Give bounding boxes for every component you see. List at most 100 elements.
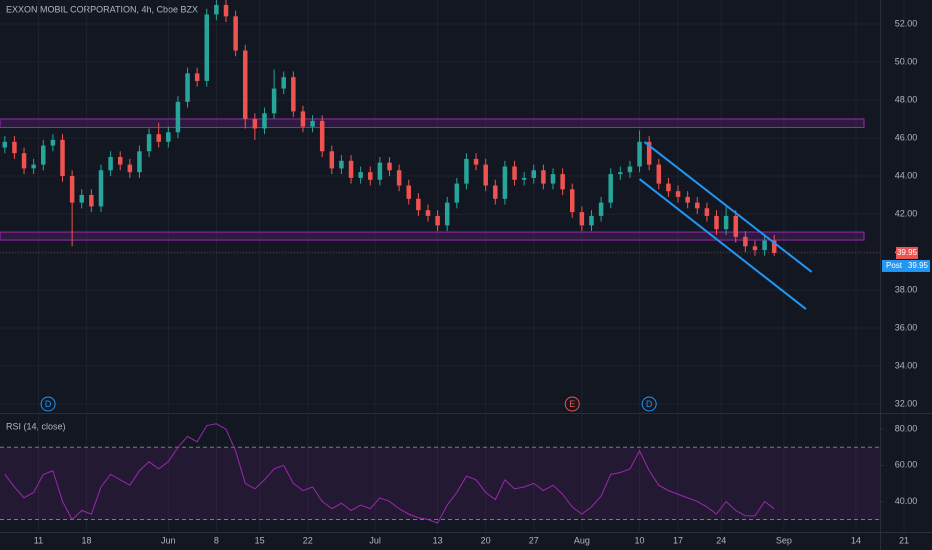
candle-body	[714, 215, 719, 230]
candle-body	[666, 183, 671, 192]
event-label: D	[45, 399, 52, 409]
candle-body	[444, 202, 450, 226]
candle-body	[550, 174, 556, 184]
x-tick-label: Sep	[776, 535, 792, 545]
x-tick-label: 13	[433, 535, 443, 545]
y-tick-label: 32.00	[895, 398, 918, 408]
candle-body	[425, 210, 431, 216]
event-label: D	[646, 399, 653, 409]
candle-body	[685, 196, 690, 203]
candle-body	[281, 77, 286, 89]
y-tick-label: 48.00	[895, 94, 918, 104]
candle-body	[560, 174, 565, 190]
candle-body	[214, 4, 219, 15]
trendline	[643, 141, 813, 273]
candle-body	[127, 164, 133, 173]
candle-body	[608, 174, 613, 203]
candle-body	[242, 50, 248, 119]
x-tick-label: 27	[529, 535, 539, 545]
candle-body	[502, 166, 508, 199]
candle-body	[531, 170, 537, 178]
candle-body	[60, 139, 65, 176]
candle-body	[2, 141, 8, 148]
candle-body	[252, 118, 258, 129]
x-tick-label: Jun	[161, 535, 176, 545]
candle-body	[368, 172, 373, 180]
candle-body	[406, 185, 411, 199]
y-tick-label: 60.00	[895, 460, 918, 470]
candle-body	[223, 4, 229, 17]
candle-body	[569, 189, 575, 213]
candle-body	[146, 134, 152, 152]
event-marker	[564, 396, 580, 412]
candle-body	[512, 166, 517, 180]
candle-body	[262, 113, 267, 129]
candle-body	[416, 198, 421, 211]
event-label: E	[569, 399, 575, 409]
candle-body	[175, 101, 181, 133]
candle-body	[579, 212, 585, 226]
candle-body	[637, 141, 642, 167]
candle-body	[271, 88, 277, 114]
candle-body	[752, 246, 758, 251]
x-tick-label: 15	[255, 535, 265, 545]
candle-body	[137, 151, 142, 173]
rsi-line	[4, 423, 775, 524]
x-tick-label: 14	[851, 535, 861, 545]
candle-body	[493, 185, 498, 199]
y-tick-label: 40.00	[895, 496, 918, 506]
candle-body	[723, 215, 729, 230]
x-tick-label: 21	[899, 535, 909, 545]
candle-body	[98, 170, 104, 207]
chart-title: EXXON MOBIL CORPORATION, 4h, Cboe BZX	[6, 4, 198, 14]
y-tick-label: 36.00	[895, 322, 918, 332]
candle-body	[108, 156, 113, 171]
y-tick-label: 44.00	[895, 170, 918, 180]
candle-body	[300, 111, 306, 127]
post-price-label: 39.95	[908, 261, 929, 270]
candle-body	[204, 14, 210, 81]
y-tick-label: 46.00	[895, 132, 918, 142]
candle-body	[743, 236, 748, 247]
y-tick-label: 34.00	[895, 360, 918, 370]
candle-body	[21, 153, 27, 169]
candle-body	[185, 73, 190, 102]
candle-body	[521, 177, 527, 180]
y-tick-label: 50.00	[895, 56, 918, 66]
candle-body	[387, 162, 392, 171]
candle-body	[589, 215, 594, 226]
candle-body	[41, 145, 46, 165]
last-price-label: 39.95	[897, 248, 918, 257]
candle-body	[675, 191, 681, 197]
candle-body	[627, 166, 633, 173]
candle-body	[329, 151, 335, 169]
candle-body	[771, 240, 777, 253]
trendline	[638, 178, 807, 310]
candle-body	[79, 195, 84, 203]
y-tick-label: 52.00	[895, 18, 918, 28]
candle-body	[339, 160, 344, 169]
candle-body	[69, 175, 75, 203]
x-tick-label: 8	[214, 535, 219, 545]
candle-body	[454, 183, 460, 203]
event-marker	[40, 396, 56, 412]
x-tick-label: 22	[303, 535, 313, 545]
candle-body	[473, 158, 479, 165]
candle-body	[310, 120, 315, 127]
rsi-band	[0, 447, 880, 520]
candle-body	[656, 164, 662, 184]
candle-body	[348, 160, 354, 178]
x-tick-label: Jul	[369, 535, 381, 545]
candle-body	[233, 16, 238, 51]
candle-body	[396, 170, 402, 186]
candle-body	[377, 162, 383, 180]
candle-body	[12, 141, 17, 154]
x-tick-label: 24	[716, 535, 726, 545]
candle-body	[291, 77, 296, 112]
candle-body	[762, 240, 767, 251]
candle-body	[31, 164, 36, 169]
x-tick-label: 11	[34, 535, 43, 545]
candle-body	[194, 73, 200, 81]
